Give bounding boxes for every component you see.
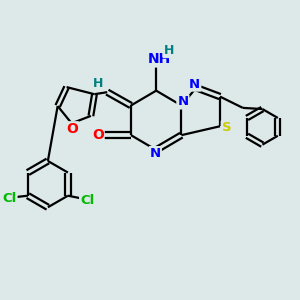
Text: N: N [189,78,200,91]
Text: H: H [92,77,103,90]
Text: S: S [222,121,231,134]
Text: N: N [150,147,161,160]
Text: N: N [177,95,188,108]
Text: Cl: Cl [80,194,94,207]
Text: NH: NH [148,52,171,67]
Text: H: H [164,44,174,57]
Text: O: O [92,128,104,142]
Text: O: O [66,122,78,136]
Text: Cl: Cl [2,192,16,205]
